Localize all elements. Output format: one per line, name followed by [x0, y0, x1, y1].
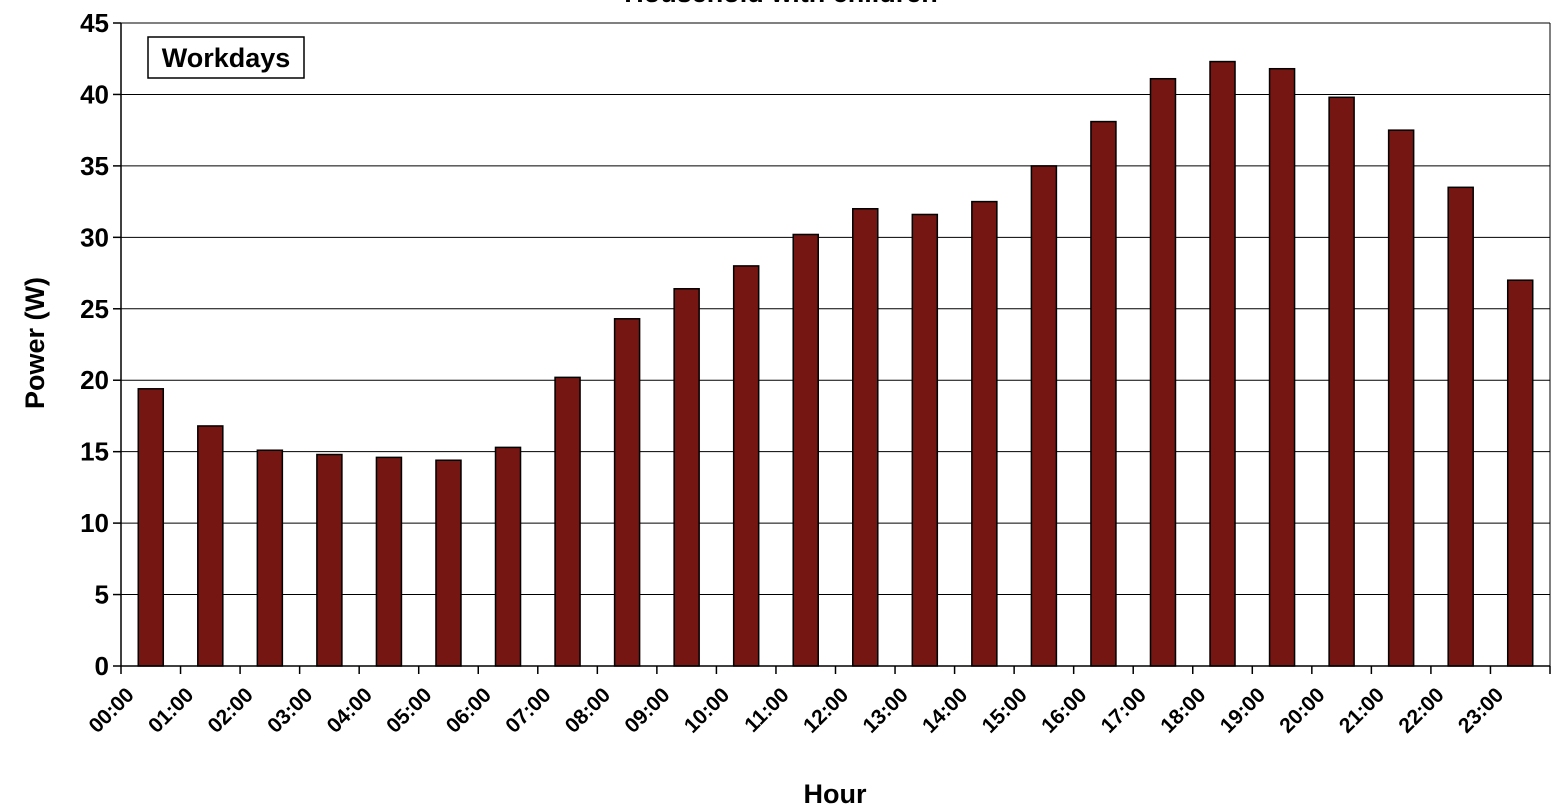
bar — [1268, 67, 1296, 667]
y-axis-label: Power (W) — [20, 277, 50, 409]
x-tick-label: 14:00 — [918, 683, 972, 737]
x-tick-labels: 00:00 01:00 02:00 03:00 04:00 05:00 06:00 07:00… — [84, 666, 1551, 738]
gridlines — [121, 22, 1550, 596]
x-tick-label: 17:00 — [1097, 683, 1151, 737]
y-tick-label: 0 — [95, 651, 109, 681]
y-tick-label: 20 — [80, 365, 109, 395]
bar — [971, 200, 998, 667]
x-tick-label: 08:00 — [561, 683, 615, 737]
x-tick-label: 20:00 — [1275, 683, 1329, 737]
y-tick-label: 15 — [80, 437, 109, 467]
bars — [137, 60, 1534, 667]
bar — [375, 456, 403, 667]
x-tick-label: 10:00 — [680, 683, 734, 737]
x-tick-label: 02:00 — [204, 683, 258, 737]
bar — [792, 233, 819, 667]
bar — [316, 453, 343, 667]
bar — [852, 208, 879, 667]
y-tick-label: 45 — [80, 8, 109, 38]
x-tick-label: 12:00 — [799, 683, 853, 737]
bar — [137, 388, 165, 667]
bar — [256, 449, 284, 667]
bar — [1209, 60, 1236, 667]
x-tick-label: 03:00 — [263, 683, 317, 737]
x-tick-label: 04:00 — [323, 683, 377, 737]
x-axis-label: Hour — [804, 779, 867, 809]
y-tick-label: 10 — [80, 508, 109, 538]
chart-title: Household with children — [624, 0, 938, 8]
x-tick-label: 18:00 — [1156, 683, 1210, 737]
x-tick-label: 23:00 — [1454, 683, 1508, 737]
x-tick-label: 21:00 — [1335, 683, 1389, 737]
bar — [613, 318, 641, 667]
bar — [732, 265, 760, 667]
annotation-box: Workdays — [147, 36, 305, 79]
bar — [197, 425, 224, 667]
bar — [911, 213, 939, 667]
bar — [1506, 279, 1534, 667]
x-tick-label: 06:00 — [442, 683, 496, 737]
x-tick-label: 13:00 — [859, 683, 913, 737]
x-tick-label: 19:00 — [1216, 683, 1270, 737]
x-tick-label: 16:00 — [1037, 683, 1091, 737]
x-tick-label: 00:00 — [84, 683, 138, 737]
bar — [1387, 129, 1415, 667]
annotation-label: Workdays — [162, 43, 291, 73]
bar — [1090, 120, 1117, 667]
bar — [1328, 96, 1355, 667]
x-tick-label: 11:00 — [740, 683, 793, 736]
x-tick-label: 22:00 — [1394, 683, 1448, 737]
y-tick-labels: 0 5 10 15 20 25 30 35 40 45 — [80, 8, 121, 681]
y-tick-label: 25 — [80, 294, 109, 324]
x-tick-label: 01:00 — [144, 683, 198, 737]
x-tick-label: 05:00 — [382, 683, 436, 737]
bar — [1149, 77, 1177, 667]
bar — [1030, 165, 1058, 667]
x-tick-label: 09:00 — [620, 683, 674, 737]
bar — [673, 288, 700, 667]
bar — [435, 459, 462, 667]
bar — [494, 446, 522, 667]
y-tick-label: 35 — [80, 151, 109, 181]
x-tick-label: 15:00 — [978, 683, 1032, 737]
x-tick-label: 07:00 — [501, 683, 555, 737]
y-tick-label: 30 — [80, 222, 109, 252]
bar — [554, 376, 581, 667]
y-tick-label: 40 — [80, 79, 109, 109]
y-tick-label: 5 — [95, 580, 109, 610]
bar — [1447, 186, 1474, 667]
